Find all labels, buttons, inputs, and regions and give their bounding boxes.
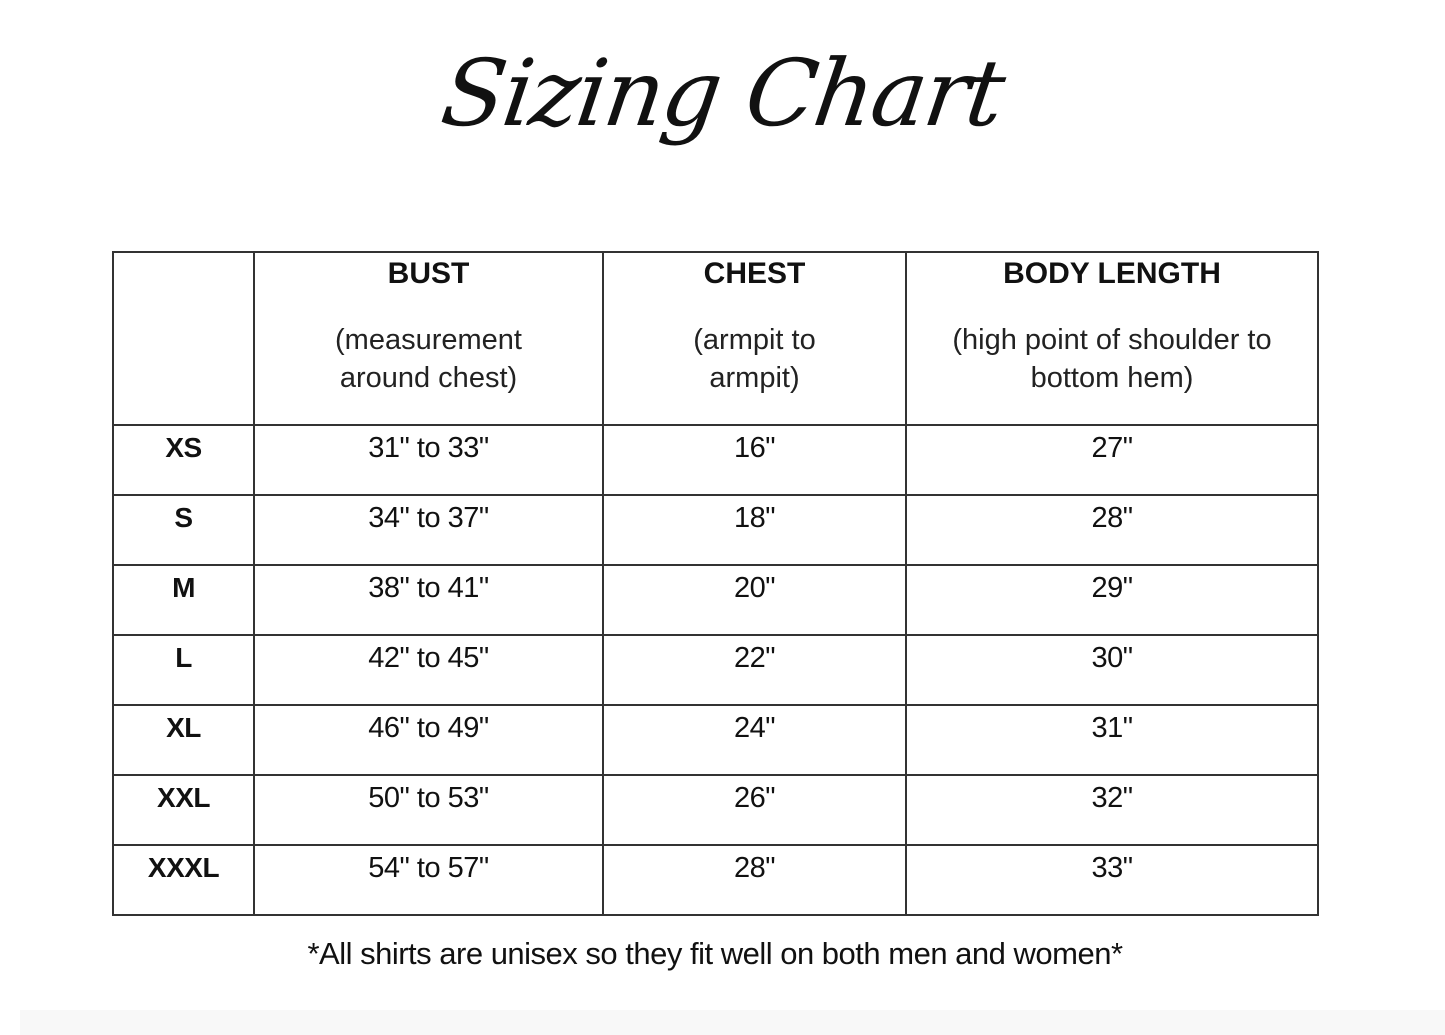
sizing-table: BUST (measurement around chest) CHEST (arm… xyxy=(112,251,1319,916)
size-cell: S xyxy=(112,494,255,566)
size-cell: XS xyxy=(112,424,255,496)
size-cell: XL xyxy=(112,704,255,776)
length-cell: 29" xyxy=(905,564,1319,636)
header-name: BODY LENGTH xyxy=(1003,257,1221,290)
header-desc: (armpit to armpit) xyxy=(693,324,816,394)
header-desc: (high point of shoulder to bottom hem) xyxy=(952,324,1272,394)
bust-cell: 42" to 45" xyxy=(253,634,604,706)
bust-cell: 50" to 53" xyxy=(253,774,604,846)
header-chest: CHEST (armpit to armpit) xyxy=(602,251,907,426)
bust-cell: 38" to 41" xyxy=(253,564,604,636)
table-row: S 34" to 37" 18" 28" xyxy=(112,494,1319,566)
chest-cell: 24" xyxy=(602,704,907,776)
bust-cell: 31" to 33" xyxy=(253,424,604,496)
size-cell: XXXL xyxy=(112,844,255,916)
length-cell: 27" xyxy=(905,424,1319,496)
table-row: M 38" to 41" 20" 29" xyxy=(112,564,1319,636)
table-row: L 42" to 45" 22" 30" xyxy=(112,634,1319,706)
header-bust: BUST (measurement around chest) xyxy=(253,251,604,426)
footnote: *All shirts are unisex so they fit well … xyxy=(307,936,1123,971)
length-cell: 33" xyxy=(905,844,1319,916)
header-row: BUST (measurement around chest) CHEST (arm… xyxy=(112,251,1319,426)
chest-cell: 28" xyxy=(602,844,907,916)
bottom-shade xyxy=(20,1010,1445,1035)
header-size xyxy=(112,251,255,426)
size-cell: M xyxy=(112,564,255,636)
header-desc: (measurement around chest) xyxy=(335,324,522,394)
chest-cell: 18" xyxy=(602,494,907,566)
length-cell: 30" xyxy=(905,634,1319,706)
size-cell: L xyxy=(112,634,255,706)
header-name: CHEST xyxy=(703,257,806,290)
page-title: Sizing Chart xyxy=(435,40,1010,147)
bust-cell: 46" to 49" xyxy=(253,704,604,776)
chest-cell: 22" xyxy=(602,634,907,706)
chest-cell: 26" xyxy=(602,774,907,846)
table-row: XS 31" to 33" 16" 27" xyxy=(112,424,1319,496)
table-row: XXL 50" to 53" 26" 32" xyxy=(112,774,1319,846)
bust-cell: 34" to 37" xyxy=(253,494,604,566)
length-cell: 32" xyxy=(905,774,1319,846)
bust-cell: 54" to 57" xyxy=(253,844,604,916)
length-cell: 28" xyxy=(905,494,1319,566)
chest-cell: 20" xyxy=(602,564,907,636)
length-cell: 31" xyxy=(905,704,1319,776)
table-row: XXXL 54" to 57" 28" 33" xyxy=(112,844,1319,916)
header-body-length: BODY LENGTH (high point of shoulder to bo… xyxy=(905,251,1319,426)
table-row: XL 46" to 49" 24" 31" xyxy=(112,704,1319,776)
chest-cell: 16" xyxy=(602,424,907,496)
size-cell: XXL xyxy=(112,774,255,846)
header-name: BUST xyxy=(387,257,470,290)
